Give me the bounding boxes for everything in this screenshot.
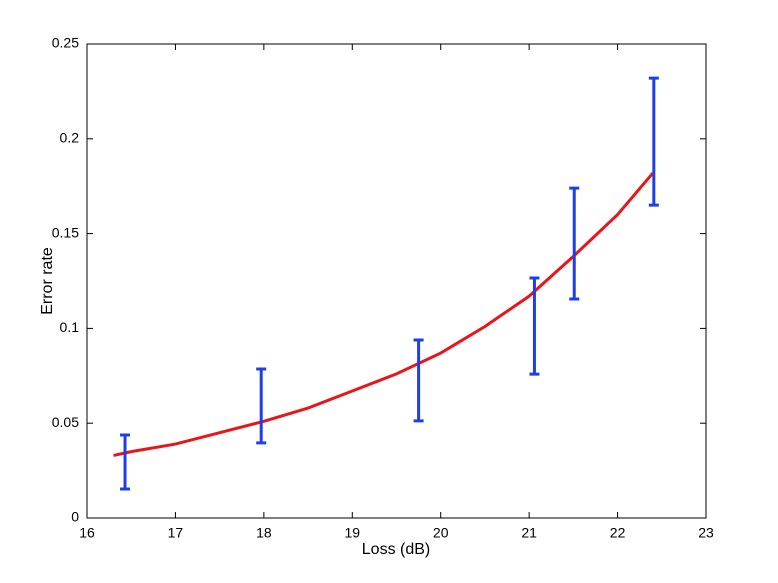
error-bar bbox=[120, 433, 131, 491]
y-axis-label: Error rate bbox=[39, 247, 56, 315]
fit-line bbox=[113, 171, 655, 457]
x-tick-label: 16 bbox=[79, 525, 95, 541]
y-tick-label: 0.25 bbox=[52, 35, 79, 51]
x-tick-label: 18 bbox=[256, 525, 272, 541]
y-tick-label: 0.05 bbox=[52, 414, 79, 430]
y-tick-label: 0.2 bbox=[60, 130, 80, 146]
x-tick-label: 19 bbox=[344, 525, 360, 541]
error-bar bbox=[529, 276, 540, 376]
x-tick-label: 20 bbox=[433, 525, 449, 541]
x-tick-label: 21 bbox=[521, 525, 537, 541]
plot-frame bbox=[86, 43, 707, 519]
x-tick-label: 17 bbox=[168, 525, 184, 541]
y-tick-label: 0.1 bbox=[60, 319, 80, 335]
error-bar bbox=[648, 76, 659, 207]
error-bar bbox=[569, 186, 580, 301]
y-tick-label: 0 bbox=[71, 509, 79, 525]
y-tick-label: 0.15 bbox=[52, 224, 79, 240]
x-tick-label: 23 bbox=[698, 525, 714, 541]
error-bar bbox=[413, 338, 424, 423]
x-axis-label: Loss (dB) bbox=[362, 541, 430, 558]
x-tick-label: 22 bbox=[610, 525, 626, 541]
error-bar bbox=[256, 367, 267, 445]
